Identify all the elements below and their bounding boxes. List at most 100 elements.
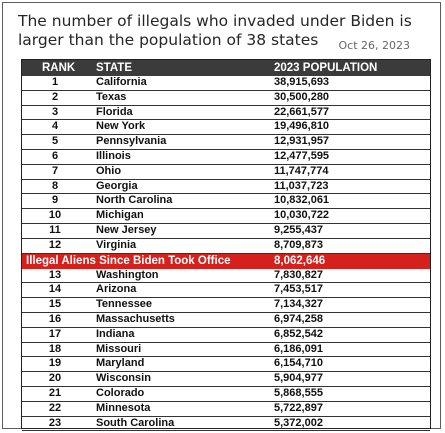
headline: The number of illegals who invaded under… xyxy=(18,12,412,49)
state-cell: Ohio xyxy=(96,164,122,177)
state-cell: Tennessee xyxy=(96,298,153,311)
population-cell: 7,453,517 xyxy=(274,283,323,296)
table-row: 2 Texas 30,500,280 xyxy=(22,91,430,106)
rank-cell: 15 xyxy=(48,298,62,311)
state-cell: New Jersey xyxy=(96,224,157,236)
rank-cell: 20 xyxy=(48,372,62,385)
population-cell: 22,661,577 xyxy=(274,105,330,118)
table-row: 19 Maryland 6,154,710 xyxy=(22,357,430,373)
column-header-rank: RANK xyxy=(42,62,76,74)
rank-cell: 10 xyxy=(48,209,62,222)
rank-cell: 22 xyxy=(48,401,62,414)
population-cell: 6,154,710 xyxy=(274,357,323,370)
population-cell: 30,500,280 xyxy=(274,90,330,103)
rank-cell: 9 xyxy=(51,194,59,207)
state-cell: Georgia xyxy=(96,179,138,192)
population-cell: 7,830,827 xyxy=(274,268,323,281)
table-row: 8 Georgia 11,037,723 xyxy=(22,180,430,195)
rank-cell: 4 xyxy=(51,120,59,133)
rank-cell: 14 xyxy=(48,283,62,296)
population-cell: 9,255,437 xyxy=(274,224,323,236)
population-cell: 6,852,542 xyxy=(274,327,323,340)
post-date: Oct 26, 2023 xyxy=(338,39,411,52)
state-cell: South Carolina xyxy=(96,416,175,429)
rank-cell: 11 xyxy=(49,224,61,236)
state-cell: Washington xyxy=(96,268,159,281)
table-row: 5 Pennsylvania 12,931,957 xyxy=(22,135,430,150)
population-cell: 6,186,091 xyxy=(274,342,323,355)
table-row: 7 Ohio 11,747,774 xyxy=(22,165,430,180)
population-cell: 5,372,002 xyxy=(274,416,323,429)
table-row: 15 Tennessee 7,134,327 xyxy=(22,298,430,313)
state-cell: Florida xyxy=(96,105,133,118)
rank-cell: 2 xyxy=(51,90,59,103)
population-cell: 10,030,722 xyxy=(274,209,330,222)
rank-cell: 1 xyxy=(51,76,59,88)
table-row: 22 Minnesota 5,722,897 xyxy=(22,402,430,417)
table-row: 4 New York 19,496,810 xyxy=(22,120,430,136)
state-cell: Maryland xyxy=(96,357,145,370)
population-cell: 5,868,555 xyxy=(274,387,323,399)
rank-cell: 5 xyxy=(51,135,59,148)
highlight-label: Illegal Aliens Since Biden Took Office xyxy=(26,254,231,267)
table-header: RANK STATE 2023 POPULATION xyxy=(22,60,430,76)
state-cell: Indiana xyxy=(96,327,135,340)
rank-cell: 18 xyxy=(48,342,62,355)
state-cell: Michigan xyxy=(96,209,144,222)
table-row: 18 Missouri 6,186,091 xyxy=(22,343,430,358)
rank-cell: 3 xyxy=(51,105,59,118)
state-cell: Wisconsin xyxy=(96,372,151,385)
population-cell: 12,477,595 xyxy=(274,150,330,162)
rank-cell: 13 xyxy=(48,268,62,281)
post-frame: The number of illegals who invaded under… xyxy=(2,2,441,432)
table-row: 21 Colorado 5,868,555 xyxy=(22,387,430,402)
table-row: 13 Washington 7,830,827 xyxy=(22,269,430,284)
population-cell: 6,974,258 xyxy=(274,313,323,325)
state-cell: Illinois xyxy=(96,150,131,162)
state-cell: Arizona xyxy=(96,283,137,296)
population-table: RANK STATE 2023 POPULATION 1 California 38… xyxy=(21,59,431,432)
rank-cell: 12 xyxy=(48,238,62,251)
table-row: 9 North Carolina 10,832,061 xyxy=(22,194,430,210)
population-cell: 7,134,327 xyxy=(274,298,323,311)
state-cell: Texas xyxy=(96,90,127,103)
state-cell: Colorado xyxy=(96,387,145,399)
table-row: 12 Virginia 8,709,873 xyxy=(22,239,430,254)
table-row: 20 Wisconsin 5,904,977 xyxy=(22,372,430,387)
rank-cell: 19 xyxy=(48,357,62,370)
table-row: 6 Illinois 12,477,595 xyxy=(22,150,430,165)
state-cell: Pennsylvania xyxy=(96,135,167,148)
table-row: 23 South Carolina 5,372,002 xyxy=(22,417,430,432)
rank-cell: 7 xyxy=(51,164,59,177)
state-cell: Minnesota xyxy=(96,401,151,414)
rank-cell: 21 xyxy=(48,387,62,399)
population-cell: 5,722,897 xyxy=(274,401,323,414)
table-row: 11 New Jersey 9,255,437 xyxy=(22,224,430,239)
table-row: 10 Michigan 10,030,722 xyxy=(22,209,430,224)
column-header-population: 2023 POPULATION xyxy=(274,62,378,74)
highlight-row: Illegal Aliens Since Biden Took Office 8,… xyxy=(22,253,430,269)
population-cell: 38,915,693 xyxy=(274,76,330,88)
state-cell: California xyxy=(96,76,147,88)
table-row: 14 Arizona 7,453,517 xyxy=(22,283,430,299)
rank-cell: 17 xyxy=(48,327,62,340)
state-cell: North Carolina xyxy=(96,194,173,207)
state-cell: Virginia xyxy=(96,238,137,251)
table-row: 1 California 38,915,693 xyxy=(22,76,430,91)
rank-cell: 6 xyxy=(51,150,59,162)
highlight-value: 8,062,646 xyxy=(274,254,326,267)
population-cell: 5,904,977 xyxy=(274,372,323,385)
table-row: 17 Indiana 6,852,542 xyxy=(22,328,430,343)
rank-cell: 23 xyxy=(48,416,62,429)
state-cell: Massachusetts xyxy=(96,313,175,325)
population-cell: 12,931,957 xyxy=(274,135,330,148)
rank-cell: 16 xyxy=(48,313,62,325)
table-row: 3 Florida 22,661,577 xyxy=(22,106,430,121)
population-cell: 19,496,810 xyxy=(274,120,330,133)
rank-cell: 8 xyxy=(51,179,59,192)
column-header-state: STATE xyxy=(96,62,132,74)
state-cell: Missouri xyxy=(96,342,142,355)
population-cell: 10,832,061 xyxy=(274,194,330,207)
population-cell: 8,709,873 xyxy=(274,238,323,251)
population-cell: 11,037,723 xyxy=(274,179,329,192)
